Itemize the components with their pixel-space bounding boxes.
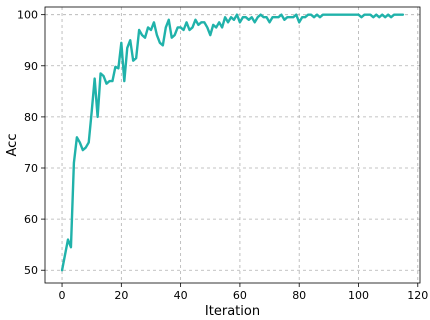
y-tick-label: 60 [24,213,38,226]
x-tick-label: 60 [233,289,247,302]
plot-frame [44,6,421,284]
y-axis: 50 60 70 80 90 100 [17,9,45,277]
x-tick-label: 20 [114,289,128,302]
y-tick-label: 50 [24,264,38,277]
y-axis-label: Acc [5,134,20,157]
y-tick-label: 100 [17,9,38,22]
series-layer [60,13,405,272]
x-tick-label: 0 [59,289,66,302]
series-line-0 [60,13,405,272]
x-axis: 0 20 40 60 80 100 120 [59,283,428,302]
x-tick-label: 40 [174,289,188,302]
y-tick-label: 70 [24,162,38,175]
x-tick-label: 120 [407,289,428,302]
x-tick-label: 100 [348,289,369,302]
x-axis-label: Iteration [205,304,260,319]
y-tick-label: 90 [24,60,38,73]
grid [45,7,420,283]
y-tick-label: 80 [24,111,38,124]
x-tick-label: 80 [292,289,306,302]
